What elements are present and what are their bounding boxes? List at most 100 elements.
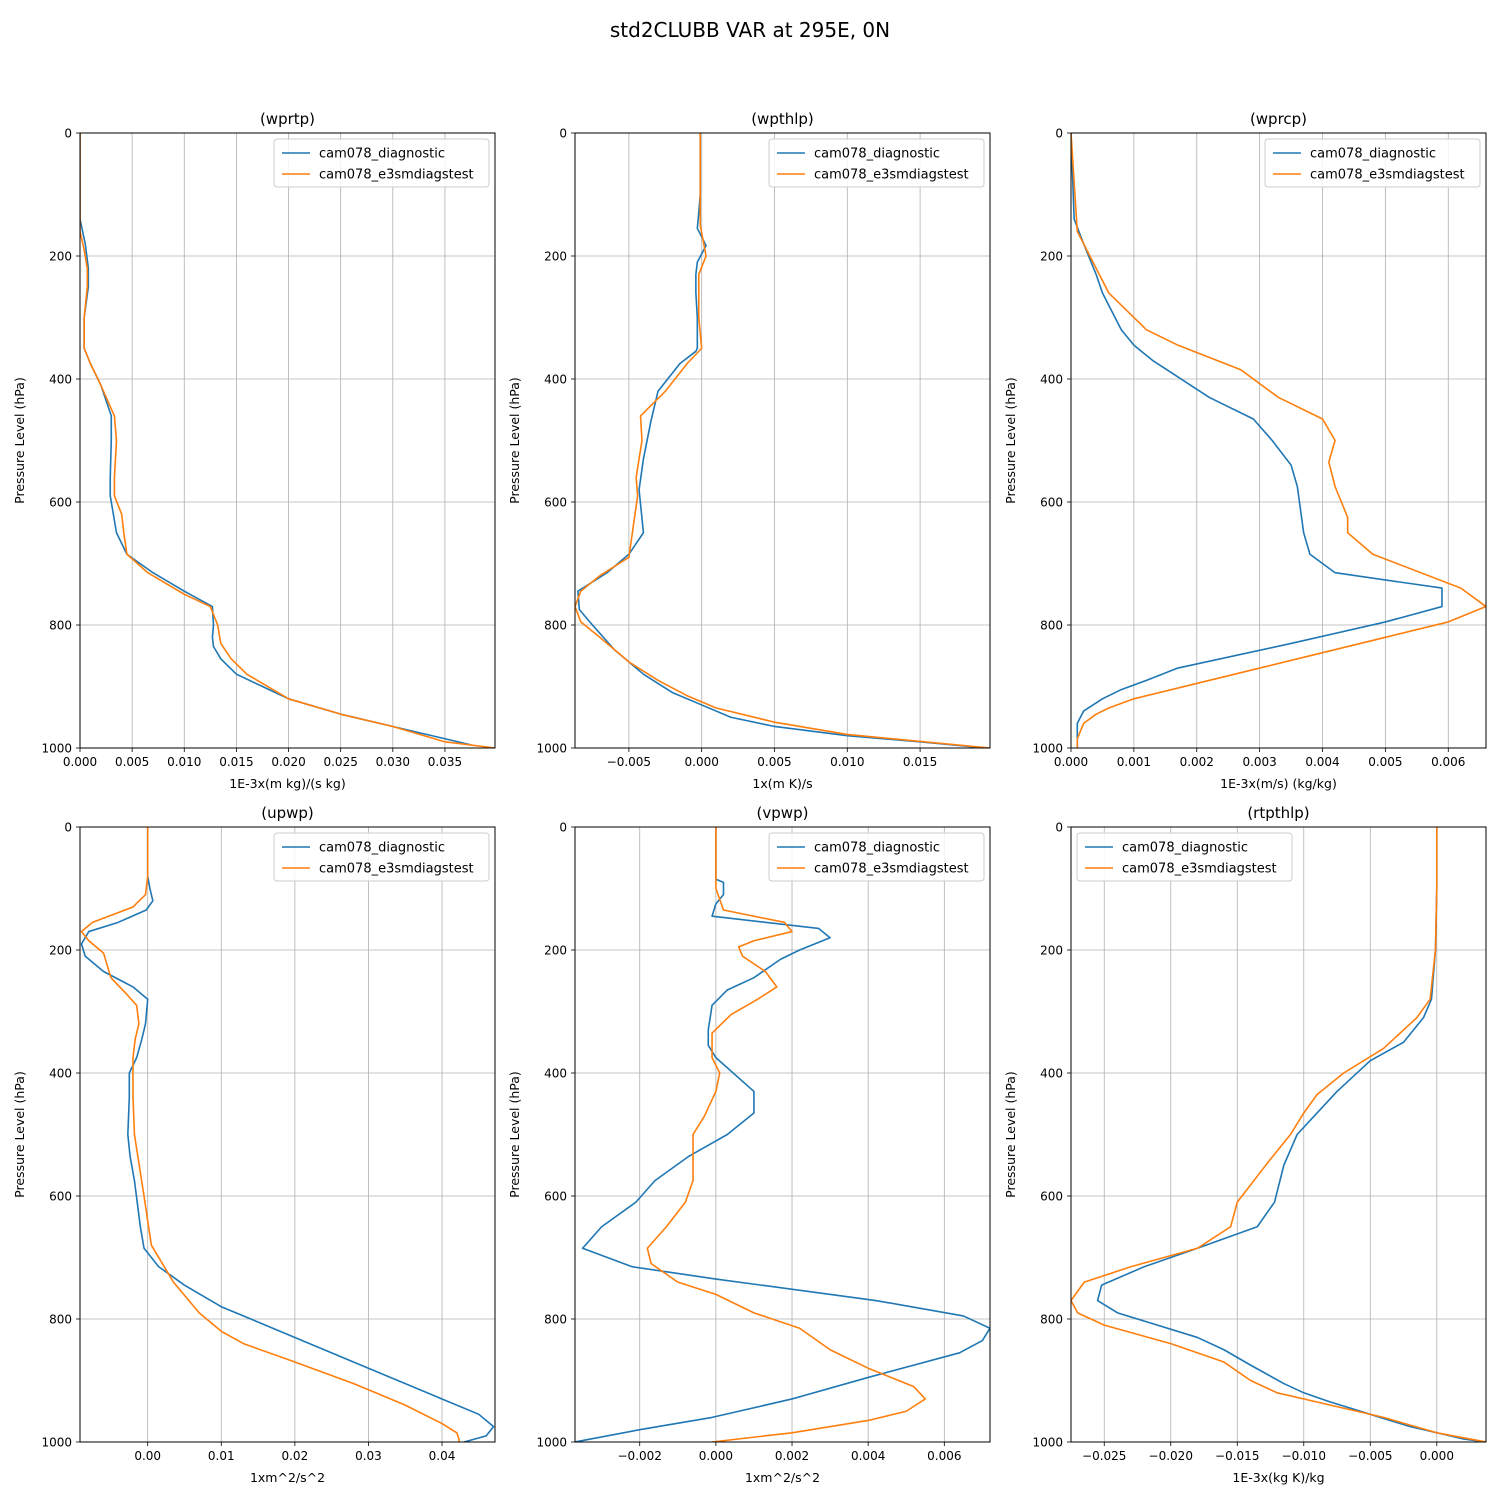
legend-entry-label: cam078_diagnostic: [814, 841, 940, 856]
series-line-cam078_e3smdiagstest: [80, 827, 460, 1442]
plot-area: [1071, 827, 1486, 1442]
panel-title: (vpwp): [757, 804, 809, 822]
y-tick-label: 400: [544, 1067, 567, 1081]
plot-area: [575, 827, 990, 1442]
x-axis-label: 1x(m K)/s: [752, 776, 812, 791]
y-tick-label: 800: [49, 1313, 72, 1327]
x-tick-label: 0.000: [699, 1449, 733, 1463]
legend-entry-label: cam078_diagnostic: [1310, 147, 1436, 162]
y-axis-label: Pressure Level (hPa): [1003, 377, 1018, 504]
x-tick-label: 0.035: [428, 755, 462, 769]
legend-box: [768, 138, 985, 188]
x-tick-label: 0.00: [134, 1449, 161, 1463]
legend: cam078_diagnostic cam078_e3smdiagstest: [1076, 832, 1293, 882]
legend-box: [273, 832, 490, 882]
legend-entry-label: cam078_e3smdiagstest: [319, 168, 474, 183]
x-axis-label: 1E-3x(m kg)/(s kg): [229, 776, 345, 791]
x-tick-label: 0.002: [1180, 755, 1214, 769]
legend-entry-label: cam078_diagnostic: [319, 841, 445, 856]
x-tick-label: 0.020: [271, 755, 305, 769]
x-tick-label: 0.006: [1431, 755, 1465, 769]
y-tick-label: 800: [544, 619, 567, 633]
y-tick-label: 600: [1040, 496, 1063, 510]
legend-entry-label: cam078_e3smdiagstest: [1310, 168, 1465, 183]
x-tick-label: 0.005: [1368, 755, 1402, 769]
plot-area: [80, 827, 495, 1442]
y-tick-label: 600: [1040, 1190, 1063, 1204]
y-tick-label: 200: [1040, 944, 1063, 958]
chart-panel-6: −0.025 −0.020 −0.015 −0.010 −0.005 0.000 0 200 4…: [1003, 804, 1487, 1485]
legend-box: [768, 832, 985, 882]
y-tick-label: 400: [1040, 373, 1063, 387]
axes-frame: [1070, 826, 1487, 1443]
panel-title: (upwp): [261, 804, 314, 822]
y-tick-label: 600: [49, 1190, 72, 1204]
panel-title: (wpthlp): [751, 110, 814, 128]
y-tick-label: 800: [544, 1313, 567, 1327]
x-tick-label: 0.006: [927, 1449, 961, 1463]
y-tick-label: 1000: [536, 742, 567, 756]
panel-title: (rtpthlp): [1247, 804, 1309, 822]
axes-frame: [79, 826, 496, 1443]
y-tick-label: 200: [1040, 250, 1063, 264]
y-tick-label: 1000: [536, 1436, 567, 1450]
plot-area: [1071, 133, 1486, 748]
x-tick-label: −0.020: [1149, 1449, 1193, 1463]
x-tick-label: 0.03: [355, 1449, 382, 1463]
y-tick-label: 600: [544, 1190, 567, 1204]
legend: cam078_diagnostic cam078_e3smdiagstest: [768, 832, 985, 882]
x-axis-label: 1xm^2/s^2: [745, 1470, 820, 1485]
x-tick-label: 0.004: [1305, 755, 1339, 769]
series-line-cam078_diagnostic: [1071, 133, 1443, 748]
legend: cam078_diagnostic cam078_e3smdiagstest: [768, 138, 985, 188]
series-line-cam078_diagnostic: [577, 133, 986, 748]
series-line-cam078_diagnostic: [1096, 827, 1486, 1442]
chart-panel-4: 0.00 0.01 0.02 0.03 0.04 0 200 400 600 800 1000 (up…: [12, 804, 496, 1485]
y-tick-label: 200: [544, 250, 567, 264]
axes-frame: [574, 132, 991, 749]
x-tick-label: −0.015: [1215, 1449, 1259, 1463]
x-tick-label: 0.04: [429, 1449, 456, 1463]
y-tick-label: 200: [49, 250, 72, 264]
legend-entry-label: cam078_e3smdiagstest: [319, 862, 474, 877]
series-line-cam078_e3smdiagstest: [1071, 827, 1486, 1442]
x-axis-label: 1E-3x(kg K)/kg: [1232, 1470, 1324, 1485]
y-tick-label: 1000: [41, 742, 72, 756]
x-tick-label: 0.02: [281, 1449, 308, 1463]
y-tick-label: 800: [1040, 619, 1063, 633]
x-tick-label: 0.003: [1242, 755, 1276, 769]
legend-box: [1264, 138, 1481, 188]
plot-area: [575, 133, 990, 748]
x-tick-label: 0.010: [830, 755, 864, 769]
panel-title: (wprcp): [1250, 110, 1307, 128]
chart-panel-1: 0.000 0.005 0.010 0.015 0.020 0.025 0.030 0.035…: [12, 110, 496, 791]
y-tick-label: 400: [1040, 1067, 1063, 1081]
legend: cam078_diagnostic cam078_e3smdiagstest: [1264, 138, 1481, 188]
legend-box: [1076, 832, 1293, 882]
x-tick-label: −0.002: [618, 1449, 662, 1463]
legend-box: [273, 138, 490, 188]
y-axis-label: Pressure Level (hPa): [12, 1071, 27, 1198]
x-tick-label: 0.025: [323, 755, 357, 769]
y-axis-label: Pressure Level (hPa): [1003, 1071, 1018, 1198]
x-tick-label: 0.004: [851, 1449, 885, 1463]
legend-entry-label: cam078_diagnostic: [1122, 841, 1248, 856]
y-tick-label: 0: [64, 127, 72, 141]
axes-frame: [574, 826, 991, 1443]
y-axis-label: Pressure Level (hPa): [507, 1071, 522, 1198]
legend-entry-label: cam078_e3smdiagstest: [1122, 862, 1277, 877]
y-tick-label: 1000: [1032, 742, 1063, 756]
x-tick-label: 0.000: [685, 755, 719, 769]
y-tick-label: 600: [544, 496, 567, 510]
x-axis-label: 1xm^2/s^2: [250, 1470, 325, 1485]
y-axis-label: Pressure Level (hPa): [507, 377, 522, 504]
series-line-cam078_e3smdiagstest: [646, 827, 927, 1442]
x-tick-label: 0.000: [63, 755, 97, 769]
y-tick-label: 800: [49, 619, 72, 633]
legend: cam078_diagnostic cam078_e3smdiagstest: [273, 832, 490, 882]
x-tick-label: 0.002: [775, 1449, 809, 1463]
series-line-cam078_e3smdiagstest: [1071, 133, 1486, 748]
legend-entry-label: cam078_diagnostic: [814, 147, 940, 162]
y-tick-label: 0: [1055, 821, 1063, 835]
